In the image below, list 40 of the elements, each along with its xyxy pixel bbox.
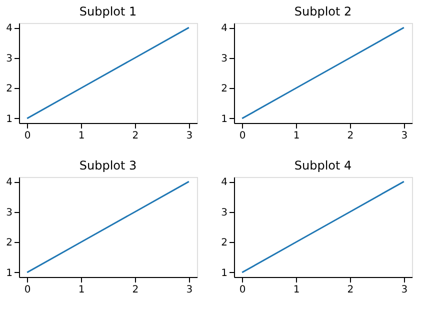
x-tick-label: 1 [78,130,85,142]
x-tick-label: 2 [347,130,354,142]
x-tick-label: 1 [78,284,85,296]
chart-title: Subplot 3 [79,158,137,173]
x-tick-label: 0 [239,284,246,296]
y-tick-label: 3 [6,207,12,218]
x-tick-label: 3 [401,284,408,296]
line-series [26,26,190,120]
y-tick-label: 4 [6,177,12,188]
chart-title: Subplot 2 [294,4,352,19]
y-tick-label: 3 [221,53,228,64]
y-tick-label: 1 [221,268,228,279]
x-tick-label: 1 [293,130,300,142]
x-tick-label: 2 [132,130,139,142]
y-tick-label: 2 [6,84,12,95]
x-tick-label: 3 [401,130,408,142]
line-series [241,180,405,274]
x-tick-label: 1 [293,284,300,296]
y-tick-label: 2 [221,238,228,249]
chart-title: Subplot 1 [79,4,137,19]
y-tick-label: 2 [6,238,12,249]
line-series [241,26,405,120]
x-tick-label: 0 [24,130,31,142]
y-tick-label: 1 [221,114,228,125]
y-tick-label: 4 [221,23,228,34]
y-tick-label: 1 [6,268,12,279]
y-tick-label: 4 [6,23,12,34]
y-tick-label: 3 [6,53,12,64]
x-tick-label: 0 [239,130,246,142]
chart-title: Subplot 4 [294,158,352,173]
y-tick-label: 2 [221,84,228,95]
x-tick-label: 3 [186,284,193,296]
x-tick-label: 2 [132,284,139,296]
x-tick-label: 2 [347,284,354,296]
y-tick-label: 4 [221,177,228,188]
x-tick-label: 0 [24,284,31,296]
y-tick-label: 1 [6,114,12,125]
y-tick-label: 3 [221,207,228,218]
x-tick-label: 3 [186,130,193,142]
line-series [26,180,190,274]
